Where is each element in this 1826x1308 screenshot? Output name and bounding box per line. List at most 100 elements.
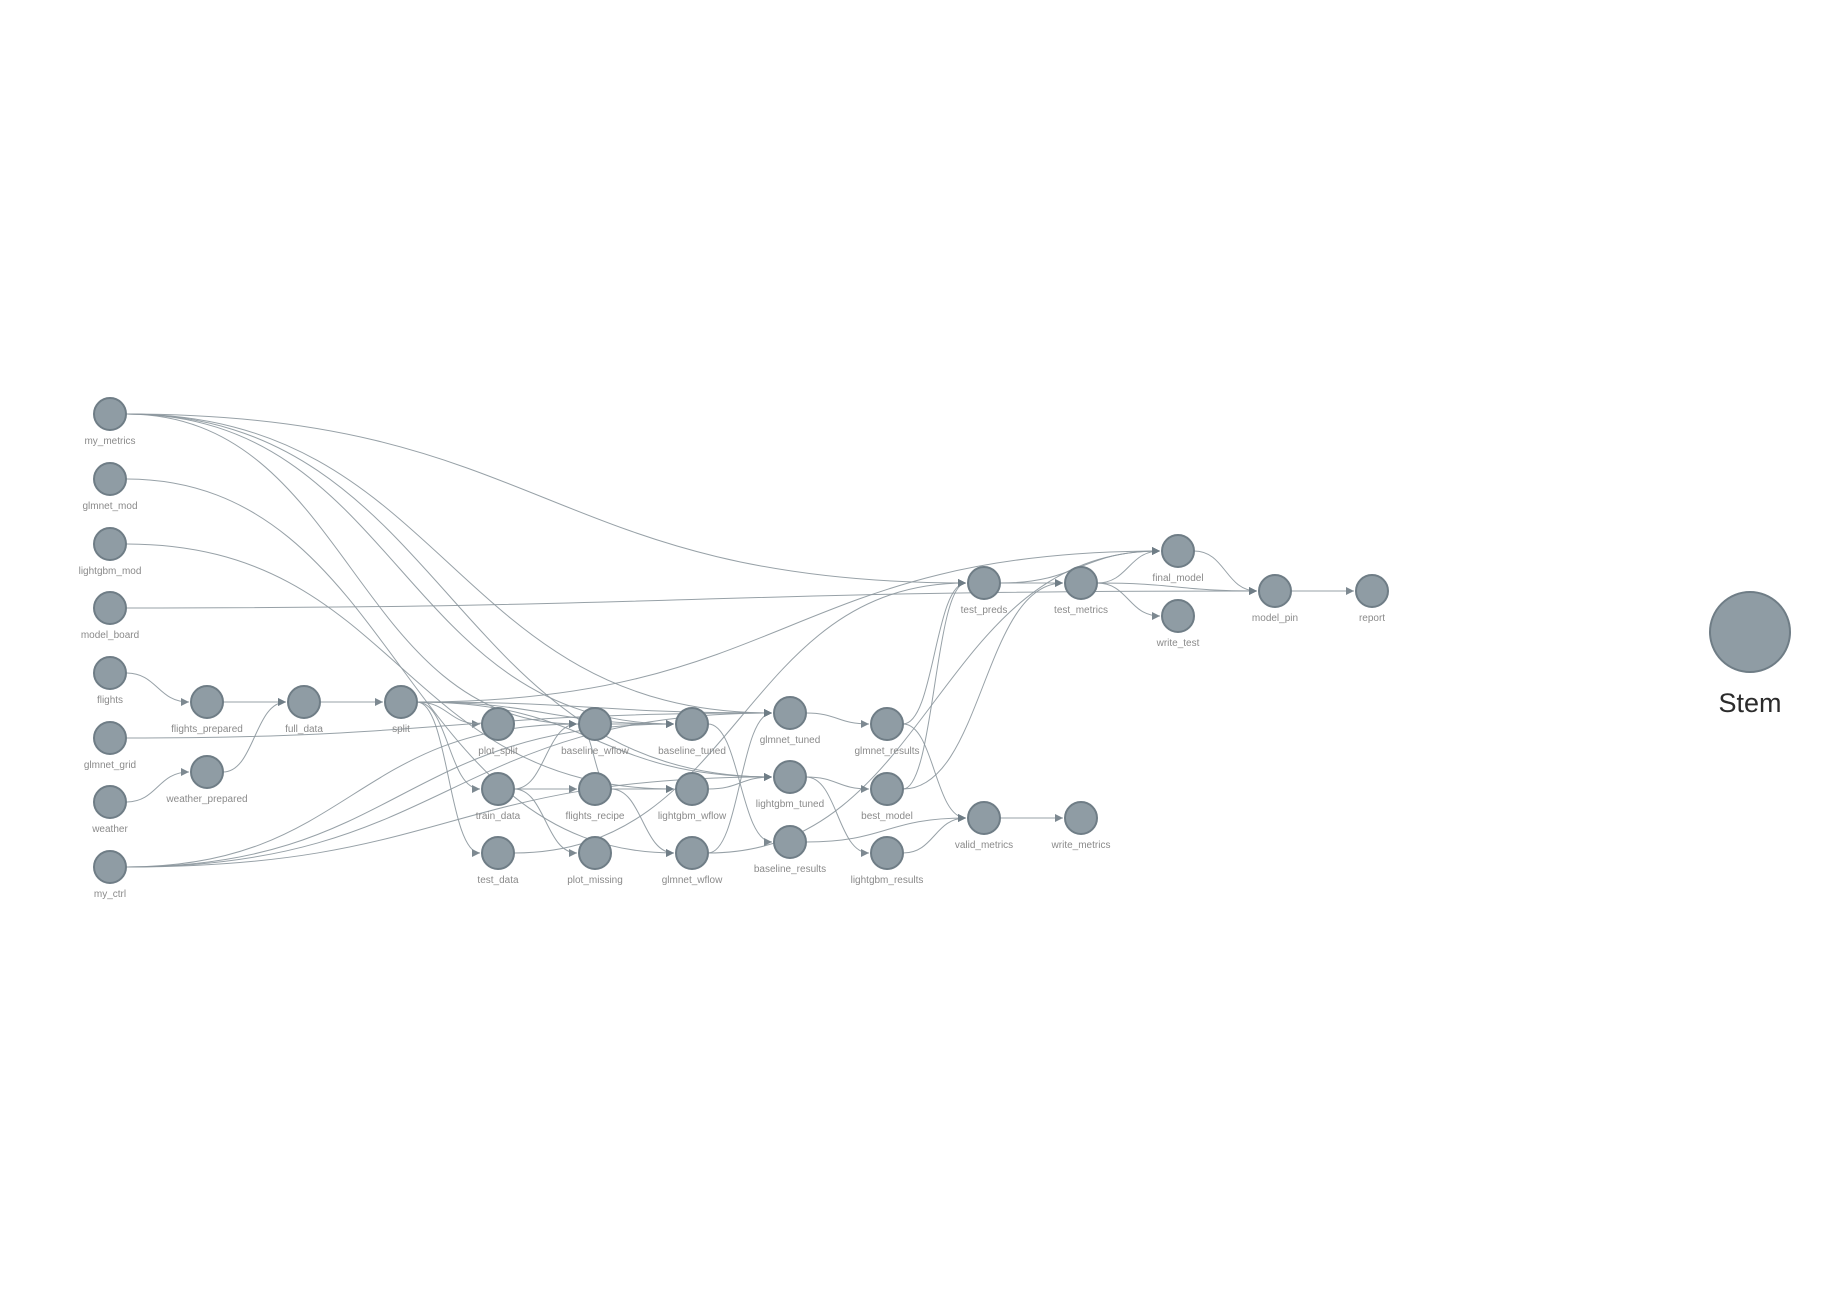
node-circle[interactable] [675, 707, 709, 741]
node-label: weather [91, 824, 128, 835]
edge-best_model-to-test_preds [902, 579, 967, 790]
node-circle[interactable] [1064, 801, 1098, 835]
edge-my_metrics-to-glmnet_tuned [125, 413, 773, 717]
edge-my_metrics-to-baseline_tuned [125, 413, 675, 728]
node-label: valid_metrics [955, 840, 1013, 851]
node-circle[interactable] [190, 685, 224, 719]
node-label: train_data [476, 811, 521, 822]
edge-weather-to-weather_prepared [125, 768, 190, 803]
node-label: best_model [861, 811, 913, 822]
node-model_board[interactable]: model_board [81, 591, 139, 641]
node-circle[interactable] [773, 696, 807, 730]
node-flights_prepared[interactable]: flights_prepared [171, 685, 243, 735]
node-lightgbm_tuned[interactable]: lightgbm_tuned [756, 760, 824, 810]
edge-glmnet_grid-to-glmnet_tuned [125, 709, 773, 739]
node-label: glmnet_grid [84, 760, 136, 771]
node-circle[interactable] [870, 836, 904, 870]
node-baseline_tuned[interactable]: baseline_tuned [658, 707, 726, 757]
node-circle[interactable] [1355, 574, 1389, 608]
node-label: weather_prepared [165, 794, 247, 805]
node-my_ctrl[interactable]: my_ctrl [93, 850, 127, 900]
edge-lightgbm_mod-to-lightgbm_wflow [125, 543, 675, 793]
node-label: lightgbm_tuned [756, 799, 824, 810]
edge-flights_recipe-to-glmnet_wflow [610, 788, 675, 857]
node-lightgbm_results[interactable]: lightgbm_results [851, 836, 924, 886]
node-label: write_metrics [1051, 840, 1111, 851]
node-test_data[interactable]: test_data [477, 836, 519, 886]
node-glmnet_results[interactable]: glmnet_results [854, 707, 920, 757]
node-circle[interactable] [1258, 574, 1292, 608]
node-circle[interactable] [578, 707, 612, 741]
node-circle[interactable] [870, 772, 904, 806]
node-circle[interactable] [481, 836, 515, 870]
node-circle[interactable] [578, 772, 612, 806]
edge-test_metrics-to-model_pin [1096, 582, 1258, 595]
node-flights[interactable]: flights [93, 656, 127, 706]
node-plot_split[interactable]: plot_split [478, 707, 518, 757]
node-circle[interactable] [481, 707, 515, 741]
node-circle[interactable] [287, 685, 321, 719]
node-circle[interactable] [1161, 599, 1195, 633]
node-circle[interactable] [967, 566, 1001, 600]
node-glmnet_mod[interactable]: glmnet_mod [82, 462, 138, 512]
node-circle[interactable] [384, 685, 418, 719]
node-circle[interactable] [675, 772, 709, 806]
node-circle[interactable] [675, 836, 709, 870]
node-report[interactable]: report [1355, 574, 1389, 624]
node-baseline_wflow[interactable]: baseline_wflow [561, 707, 630, 757]
edge-best_model-to-test_metrics [902, 579, 1064, 790]
node-circle[interactable] [93, 785, 127, 819]
node-full_data[interactable]: full_data [285, 685, 323, 735]
node-write_metrics[interactable]: write_metrics [1051, 801, 1111, 851]
node-label: glmnet_mod [82, 501, 137, 512]
node-model_pin[interactable]: model_pin [1252, 574, 1298, 624]
edge-my_metrics-to-test_preds [125, 413, 967, 587]
node-best_model[interactable]: best_model [861, 772, 913, 822]
edge-my_ctrl-to-glmnet_tuned [125, 709, 773, 868]
node-flights_recipe[interactable]: flights_recipe [566, 772, 625, 822]
node-baseline_results[interactable]: baseline_results [754, 825, 826, 875]
node-glmnet_wflow[interactable]: glmnet_wflow [662, 836, 723, 886]
node-circle[interactable] [93, 462, 127, 496]
node-write_test[interactable]: write_test [1156, 599, 1200, 649]
node-lightgbm_wflow[interactable]: lightgbm_wflow [658, 772, 727, 822]
legend-label-stem: Stem [1718, 688, 1782, 718]
edge-train_data-to-baseline_wflow [513, 720, 578, 790]
node-valid_metrics[interactable]: valid_metrics [955, 801, 1013, 851]
node-circle[interactable] [773, 825, 807, 859]
node-glmnet_grid[interactable]: glmnet_grid [84, 721, 136, 771]
node-circle[interactable] [481, 772, 515, 806]
node-label: full_data [285, 724, 323, 735]
node-circle[interactable] [1161, 534, 1195, 568]
node-circle[interactable] [773, 760, 807, 794]
edge-test_metrics-to-write_test [1096, 582, 1161, 620]
node-circle[interactable] [93, 721, 127, 755]
node-final_model[interactable]: final_model [1152, 534, 1204, 584]
edge-split-to-baseline_tuned [416, 701, 675, 728]
node-circle[interactable] [93, 656, 127, 690]
node-label: glmnet_results [854, 746, 919, 757]
node-label: lightgbm_wflow [658, 811, 727, 822]
node-glmnet_tuned[interactable]: glmnet_tuned [760, 696, 821, 746]
edge-test_metrics-to-final_model [1096, 547, 1161, 584]
node-my_metrics[interactable]: my_metrics [84, 397, 136, 447]
node-circle[interactable] [578, 836, 612, 870]
node-circle[interactable] [93, 591, 127, 625]
node-circle[interactable] [93, 527, 127, 561]
node-circle[interactable] [967, 801, 1001, 835]
node-circle[interactable] [1064, 566, 1098, 600]
node-label: report [1359, 613, 1385, 624]
node-lightgbm_mod[interactable]: lightgbm_mod [79, 527, 142, 577]
node-circle[interactable] [93, 397, 127, 431]
node-plot_missing[interactable]: plot_missing [567, 836, 623, 886]
node-weather[interactable]: weather [91, 785, 128, 835]
node-circle[interactable] [93, 850, 127, 884]
node-split[interactable]: split [384, 685, 418, 735]
legend [1709, 591, 1791, 673]
node-train_data[interactable]: train_data [476, 772, 521, 822]
node-circle[interactable] [190, 755, 224, 789]
node-test_preds[interactable]: test_preds [961, 566, 1008, 616]
node-test_metrics[interactable]: test_metrics [1054, 566, 1108, 616]
node-weather_prepared[interactable]: weather_prepared [165, 755, 248, 805]
node-circle[interactable] [870, 707, 904, 741]
